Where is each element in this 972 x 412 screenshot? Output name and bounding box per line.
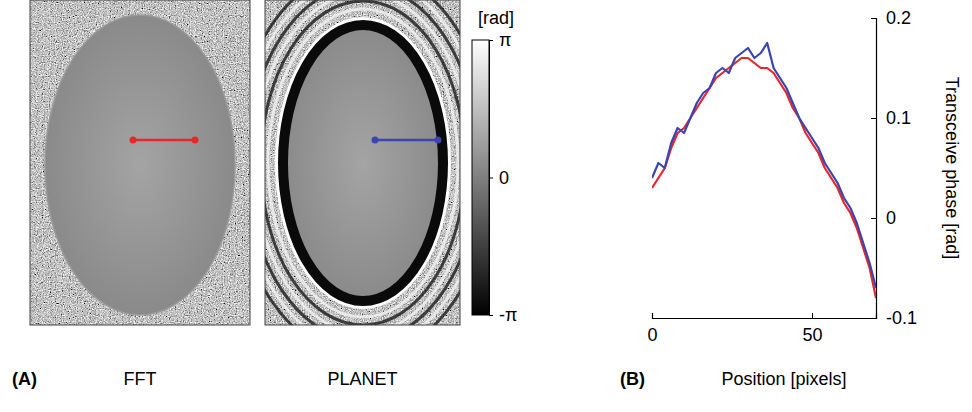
colorbar-tick-mark: [489, 178, 493, 179]
x-tick-label: 0: [647, 325, 657, 345]
phase-wrap-ring: [265, 0, 460, 325]
image-background: [265, 0, 460, 325]
phantom: [283, 25, 443, 301]
y-tick: 0.2: [871, 8, 911, 28]
image-background: [30, 0, 250, 325]
colorbar-tick-mark: [489, 40, 493, 41]
colorbar-tick-label: π: [499, 30, 511, 50]
profile-end: [372, 137, 379, 144]
colorbar-tick-mark: [489, 315, 493, 316]
phantom: [45, 15, 235, 315]
y-tick-label: -0.1: [886, 308, 917, 328]
y-tick-label: 0.2: [886, 8, 911, 28]
panel-label: (A): [12, 369, 37, 389]
profile-end: [130, 137, 137, 144]
colorbar-tick-label: -π: [499, 305, 517, 325]
y-tick-label: 0.1: [886, 108, 911, 128]
figure: FFT PLANET (A) -π 0 π[rad] 0 50 -0.1 0 0.1 0.2 Posit…: [0, 0, 972, 412]
x-tick-mark: [652, 313, 653, 318]
phase-wrap-ring: [268, 9, 458, 317]
profile-curve: [652, 43, 876, 288]
y-tick-mark: [871, 318, 876, 319]
x-axis: 0 50: [647, 313, 876, 345]
profile-end: [192, 137, 199, 144]
image-title: FFT: [124, 369, 157, 389]
colorbar: [472, 40, 489, 315]
phase-wrap-ring: [265, 0, 460, 325]
phase-wrap-ring: [265, 0, 460, 325]
x-tick: 50: [802, 313, 822, 345]
y-tick: 0.1: [871, 108, 911, 128]
y-axis: -0.1 0 0.1 0.2: [871, 8, 917, 328]
colorbar-tick: -π: [489, 305, 517, 325]
colorbar-tick: 0: [489, 168, 509, 188]
colorbar-tick: π: [489, 30, 511, 50]
phase-image: [30, 0, 250, 325]
profile-line: [375, 139, 438, 142]
x-axis-line: [653, 313, 877, 319]
colorbar-axis-line: [490, 41, 494, 316]
colorbar-axis: -π 0 π: [489, 30, 517, 325]
x-tick-mark: [812, 313, 813, 318]
plot-area: [652, 43, 876, 298]
phase-wrap-ring: [277, 19, 449, 307]
y-tick-mark: [871, 218, 876, 219]
colorbar-title: [rad]: [478, 8, 514, 28]
phase-wrap-ring: [265, 1, 460, 325]
y-tick: 0: [871, 208, 896, 228]
image-title: PLANET: [327, 369, 397, 389]
y-tick-mark: [871, 118, 876, 119]
x-tick-label: 50: [802, 325, 822, 345]
phase-image: [265, 0, 460, 325]
image-frame: [30, 0, 250, 325]
image-frame: [265, 0, 460, 325]
phase-wrap-ring: [265, 0, 460, 325]
y-tick: -0.1: [871, 308, 917, 328]
profile-line: [133, 139, 195, 142]
x-tick: 0: [647, 313, 657, 345]
y-tick-label: 0: [886, 208, 896, 228]
x-axis-title: Position [pixels]: [721, 369, 846, 389]
profile-end: [435, 137, 442, 144]
y-axis-title: Transceive phase [rad]: [942, 77, 962, 259]
panel-label: (B): [620, 369, 645, 389]
y-tick-mark: [871, 18, 876, 19]
colorbar-tick-label: 0: [499, 168, 509, 188]
profile-curve: [652, 58, 876, 298]
